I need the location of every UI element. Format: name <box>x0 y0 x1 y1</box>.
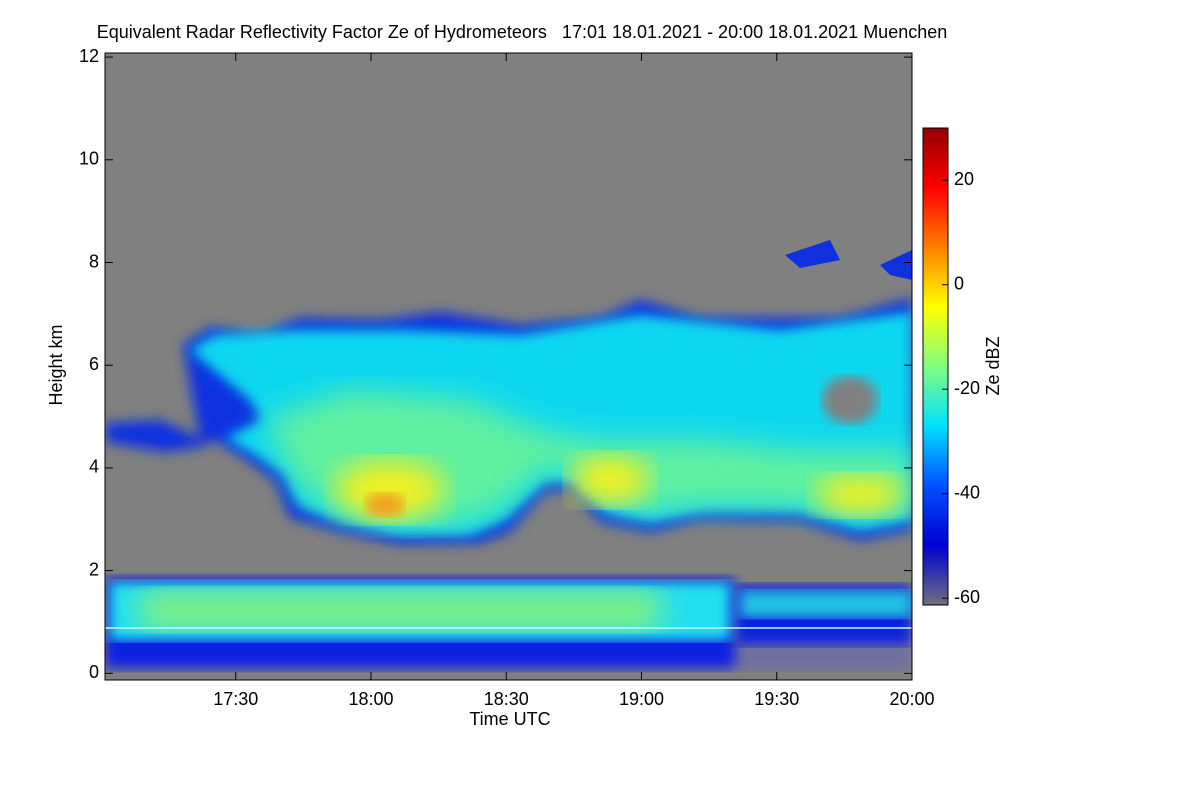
y-tick-label: 8 <box>89 251 99 271</box>
y-tick-label: 4 <box>89 457 99 477</box>
colorbar-tick-label: 0 <box>954 273 964 293</box>
x-tick-label: 18:30 <box>484 689 529 709</box>
y-tick-label: 12 <box>79 46 99 66</box>
y-axis-label: Height km <box>46 324 66 405</box>
colorbar-tick-label: -40 <box>954 482 980 502</box>
colorbar-tick-label: 20 <box>954 169 974 189</box>
y-tick-label: 10 <box>79 149 99 169</box>
y-tick-label: 6 <box>89 354 99 374</box>
colorbar-tick-label: -20 <box>954 378 980 398</box>
reflectivity-field <box>105 240 912 670</box>
x-tick-label: 19:00 <box>619 689 664 709</box>
chart-title: Equivalent Radar Reflectivity Factor Ze … <box>97 22 948 42</box>
x-axis-label: Time UTC <box>469 709 550 729</box>
x-tick-label: 18:00 <box>348 689 393 709</box>
colorbar <box>922 127 949 606</box>
x-tick-label: 17:30 <box>213 689 258 709</box>
x-tick-label: 19:30 <box>754 689 799 709</box>
plot-frame <box>104 52 913 681</box>
colorbar-tick-label: -60 <box>954 587 980 607</box>
colorbar-label: Ze dBZ <box>983 336 1003 395</box>
y-tick-label: 0 <box>89 662 99 682</box>
y-tick-label: 2 <box>89 559 99 579</box>
x-tick-label: 20:00 <box>889 689 934 709</box>
